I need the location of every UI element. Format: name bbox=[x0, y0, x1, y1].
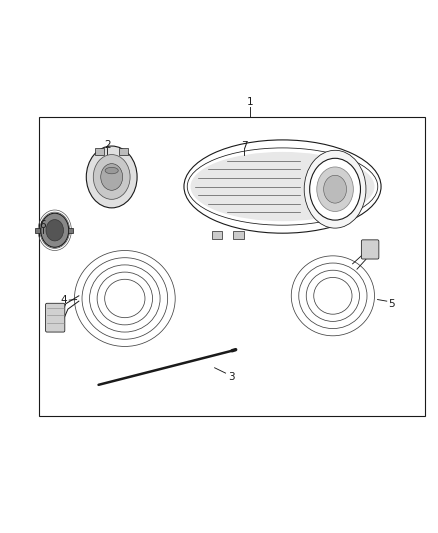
Text: 2: 2 bbox=[104, 140, 111, 150]
Bar bbox=[233, 231, 244, 239]
Text: 5: 5 bbox=[388, 299, 395, 309]
Text: 6: 6 bbox=[39, 220, 46, 230]
Text: 4: 4 bbox=[60, 295, 67, 305]
Bar bbox=[35, 228, 40, 233]
Circle shape bbox=[317, 167, 353, 212]
FancyBboxPatch shape bbox=[46, 303, 65, 332]
Ellipse shape bbox=[191, 152, 374, 221]
Bar bbox=[212, 231, 222, 239]
Bar bbox=[39, 117, 425, 416]
Text: 3: 3 bbox=[228, 372, 235, 382]
Circle shape bbox=[101, 164, 123, 190]
FancyBboxPatch shape bbox=[361, 240, 379, 259]
Bar bbox=[119, 148, 128, 155]
Circle shape bbox=[324, 175, 346, 203]
Ellipse shape bbox=[105, 167, 118, 174]
Ellipse shape bbox=[184, 140, 381, 233]
Circle shape bbox=[93, 155, 130, 199]
Text: 1: 1 bbox=[246, 98, 253, 107]
Ellipse shape bbox=[304, 150, 366, 228]
Bar bbox=[95, 148, 104, 155]
Circle shape bbox=[86, 146, 137, 208]
Text: 7: 7 bbox=[241, 141, 248, 150]
Ellipse shape bbox=[187, 148, 378, 225]
Circle shape bbox=[46, 220, 64, 241]
Bar bbox=[68, 228, 73, 233]
Circle shape bbox=[41, 213, 69, 247]
Circle shape bbox=[310, 158, 360, 220]
